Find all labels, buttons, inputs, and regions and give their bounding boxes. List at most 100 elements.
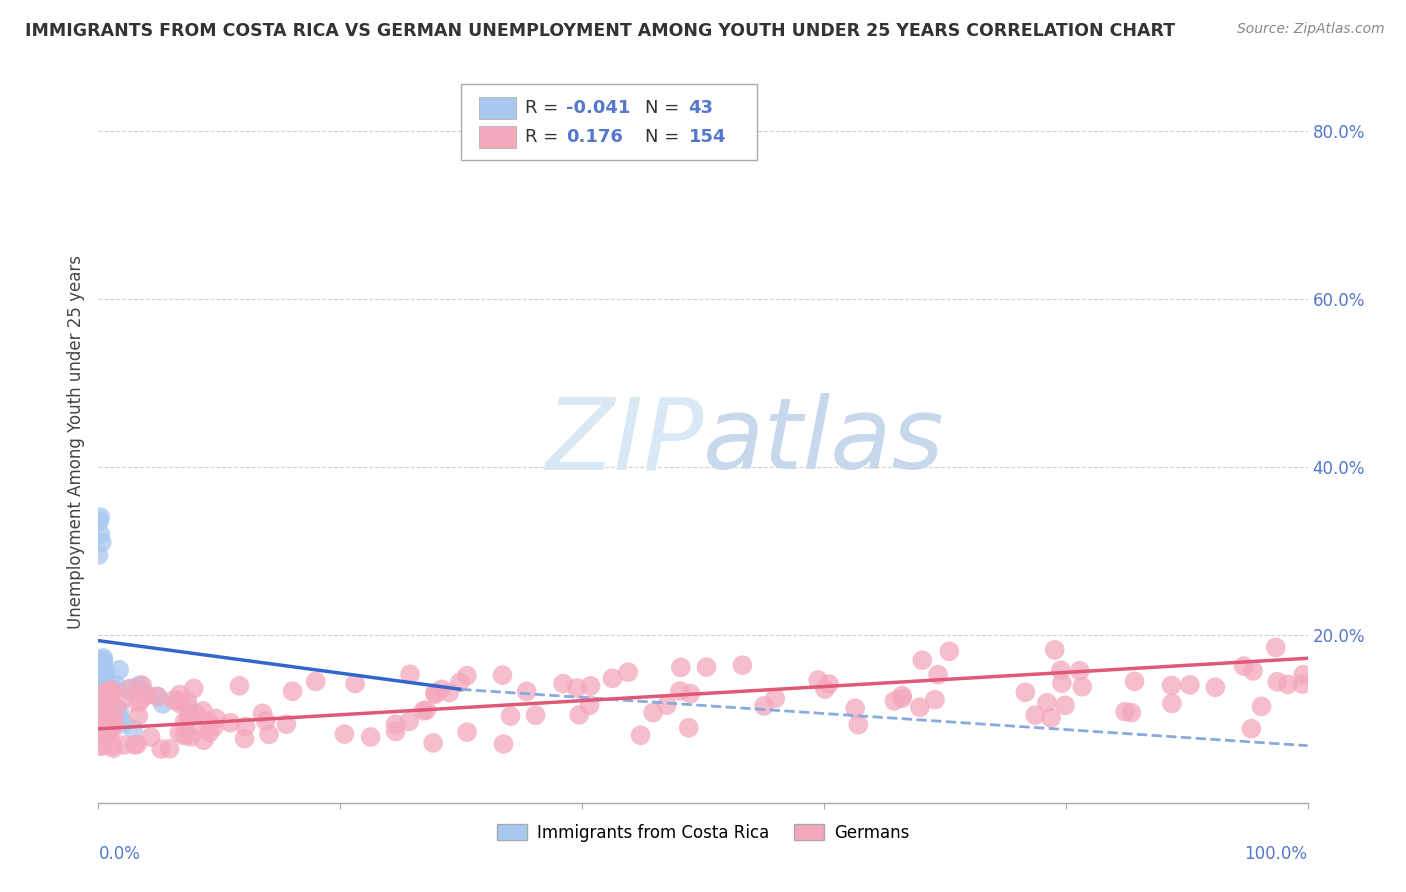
Point — [127, 708, 149, 723]
Point — [98, 708, 121, 723]
Point — [1036, 696, 1059, 710]
Point — [492, 737, 515, 751]
Point — [94, 719, 117, 733]
Point — [1014, 685, 1036, 699]
Point — [184, 718, 207, 732]
Point — [152, 697, 174, 711]
Point — [96, 682, 118, 697]
Point — [128, 678, 150, 692]
Point — [90, 658, 112, 673]
Point — [752, 698, 775, 713]
Point — [97, 705, 120, 719]
Point — [96, 702, 118, 716]
Point — [108, 711, 131, 725]
Point — [1250, 699, 1272, 714]
Point — [87, 702, 110, 716]
Point — [89, 510, 111, 524]
Point — [1071, 680, 1094, 694]
Point — [105, 678, 128, 692]
Point — [655, 698, 678, 713]
Point — [169, 697, 191, 711]
Point — [131, 678, 153, 692]
Point — [183, 681, 205, 696]
Point — [91, 689, 114, 703]
Point — [551, 676, 574, 690]
Point — [205, 712, 228, 726]
Point — [911, 653, 934, 667]
Point — [643, 706, 665, 720]
Point — [384, 717, 406, 731]
Point — [90, 684, 112, 698]
Point — [1160, 678, 1182, 692]
Point — [198, 725, 221, 739]
Point — [169, 688, 191, 702]
FancyBboxPatch shape — [479, 96, 516, 120]
Point — [122, 722, 145, 736]
Point — [579, 679, 602, 693]
Point — [415, 703, 437, 717]
Point — [173, 714, 195, 729]
Point — [1050, 663, 1073, 677]
Point — [193, 733, 215, 747]
Point — [146, 690, 169, 704]
Point — [456, 668, 478, 682]
Point — [257, 727, 280, 741]
Point — [491, 668, 513, 682]
Point — [398, 714, 420, 729]
Point — [100, 714, 122, 728]
Text: 43: 43 — [689, 99, 713, 117]
Point — [1204, 680, 1226, 694]
Text: 154: 154 — [689, 128, 725, 146]
Point — [202, 720, 225, 734]
Point — [191, 704, 214, 718]
Point — [360, 730, 382, 744]
Point — [150, 742, 173, 756]
Point — [276, 717, 298, 731]
Point — [669, 684, 692, 698]
Point — [1053, 698, 1076, 713]
Point — [139, 730, 162, 744]
Point — [449, 675, 471, 690]
Point — [1265, 674, 1288, 689]
Point — [524, 708, 547, 723]
Point — [127, 737, 149, 751]
Point — [89, 527, 111, 541]
Point — [423, 686, 446, 700]
Point — [731, 658, 754, 673]
Point — [807, 673, 830, 687]
Point — [136, 688, 159, 702]
Point — [93, 711, 115, 725]
Point — [103, 717, 125, 731]
Text: 100.0%: 100.0% — [1244, 845, 1308, 863]
Point — [96, 684, 118, 698]
Point — [108, 663, 131, 677]
Point — [679, 687, 702, 701]
Point — [87, 698, 110, 713]
Point — [97, 724, 120, 739]
Point — [281, 684, 304, 698]
Point — [412, 704, 434, 718]
Point — [124, 738, 146, 752]
Point — [1178, 678, 1201, 692]
Point — [1160, 697, 1182, 711]
Point — [938, 644, 960, 658]
Point — [97, 702, 120, 716]
Point — [844, 701, 866, 715]
Point — [399, 667, 422, 681]
Point — [883, 694, 905, 708]
Point — [103, 712, 125, 726]
Point — [94, 726, 117, 740]
Text: Source: ZipAtlas.com: Source: ZipAtlas.com — [1237, 22, 1385, 37]
Point — [94, 723, 117, 737]
Point — [90, 713, 112, 727]
Point — [669, 660, 692, 674]
Point — [198, 714, 221, 729]
Point — [305, 674, 328, 689]
Point — [159, 741, 181, 756]
Text: atlas: atlas — [703, 393, 945, 490]
Text: ZIP: ZIP — [544, 393, 703, 490]
Point — [678, 721, 700, 735]
Point — [108, 703, 131, 717]
Point — [846, 717, 869, 731]
Point — [891, 689, 914, 703]
